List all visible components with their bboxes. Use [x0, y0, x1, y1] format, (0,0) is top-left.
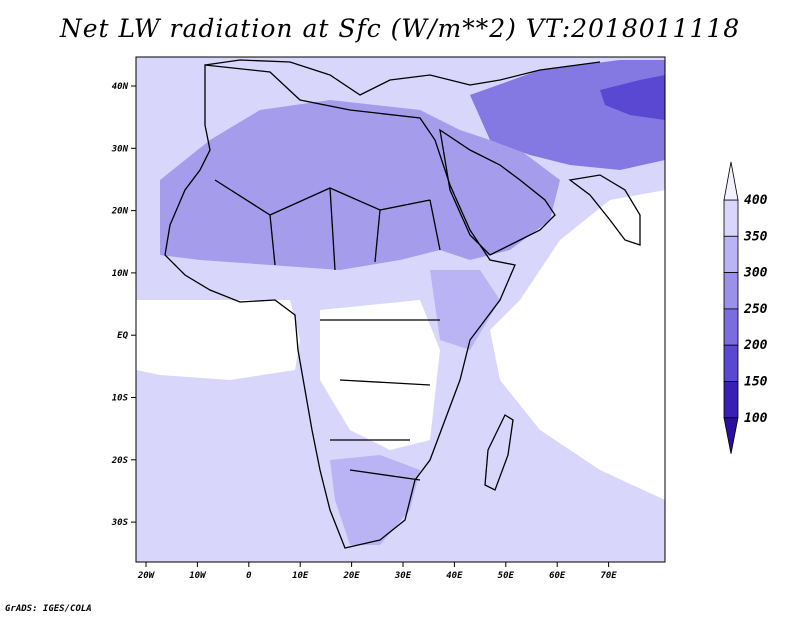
- plot-frame: [135, 56, 666, 563]
- lon-tick-label: 40E: [446, 571, 463, 581]
- longitude-axis: 20W 10W 0 10E 20E 30E 40E 50E 60E 70E: [137, 562, 617, 581]
- colorbar-swatch: [723, 272, 739, 310]
- shade-lowest-tibet: [600, 75, 665, 120]
- lon-tick-label: 60E: [549, 571, 566, 581]
- colorbar-label: 150: [744, 375, 768, 390]
- latitude-axis: 40N 30N 20N 10N EQ 10S 20S 30S: [111, 82, 136, 528]
- map-title: Net LW radiation at Sfc (W/m**2) VT:2018…: [59, 14, 741, 43]
- lat-tick-label: 30S: [111, 518, 129, 528]
- colorbar-swatch: [723, 344, 739, 382]
- shade-mid-east: [430, 270, 500, 350]
- colorbar-swatch: [723, 308, 739, 346]
- arabia-coastline: [439, 128, 556, 256]
- lon-tick-label: 10E: [292, 571, 309, 581]
- lat-tick-label: EQ: [117, 331, 128, 341]
- europe-coastline: [204, 59, 601, 96]
- shade-high-central: [320, 300, 440, 450]
- colorbar-label: 250: [743, 302, 768, 317]
- shade-mid-southern: [330, 455, 420, 545]
- lat-tick-label: 10S: [112, 394, 129, 404]
- grads-credit: GrADS: IGES/COLA: [5, 604, 92, 614]
- coastlines: [164, 59, 641, 549]
- lat-tick-label: 40N: [112, 82, 129, 92]
- colorbar: 400 350 300 250 200 150 100: [723, 161, 768, 454]
- lat-tick-label: 30N: [111, 144, 129, 154]
- madagascar-coastline: [484, 414, 514, 491]
- radiation-field: [136, 57, 665, 562]
- lon-tick-label: 70E: [600, 571, 617, 581]
- lon-tick-label: 30E: [394, 571, 412, 581]
- india-coastline: [568, 174, 641, 246]
- shade-mid-sahara: [160, 100, 560, 270]
- shade-high-atlantic: [136, 300, 300, 380]
- country-borders: [214, 179, 441, 481]
- colorbar-label: 200: [743, 338, 768, 353]
- colorbar-swatch: [723, 199, 739, 237]
- lat-tick-label: 10N: [112, 269, 129, 279]
- colorbar-label: 300: [743, 266, 768, 281]
- colorbar-swatch: [723, 381, 739, 419]
- colorbar-top-triangle: [723, 161, 739, 201]
- lat-tick-label: 20S: [111, 456, 129, 466]
- lat-tick-label: 20N: [111, 207, 129, 217]
- lon-tick-label: 20E: [342, 571, 360, 581]
- shade-high-indian: [490, 190, 665, 500]
- lon-tick-label: 0: [246, 571, 252, 581]
- colorbar-bottom-triangle: [723, 417, 739, 454]
- lon-tick-label: 20W: [137, 571, 156, 581]
- lon-tick-label: 10W: [189, 571, 207, 581]
- colorbar-swatch: [723, 235, 739, 274]
- colorbar-label: 400: [744, 193, 768, 208]
- colorbar-label: 350: [743, 229, 768, 244]
- colorbar-label: 100: [744, 411, 768, 426]
- lon-tick-label: 50E: [498, 571, 515, 581]
